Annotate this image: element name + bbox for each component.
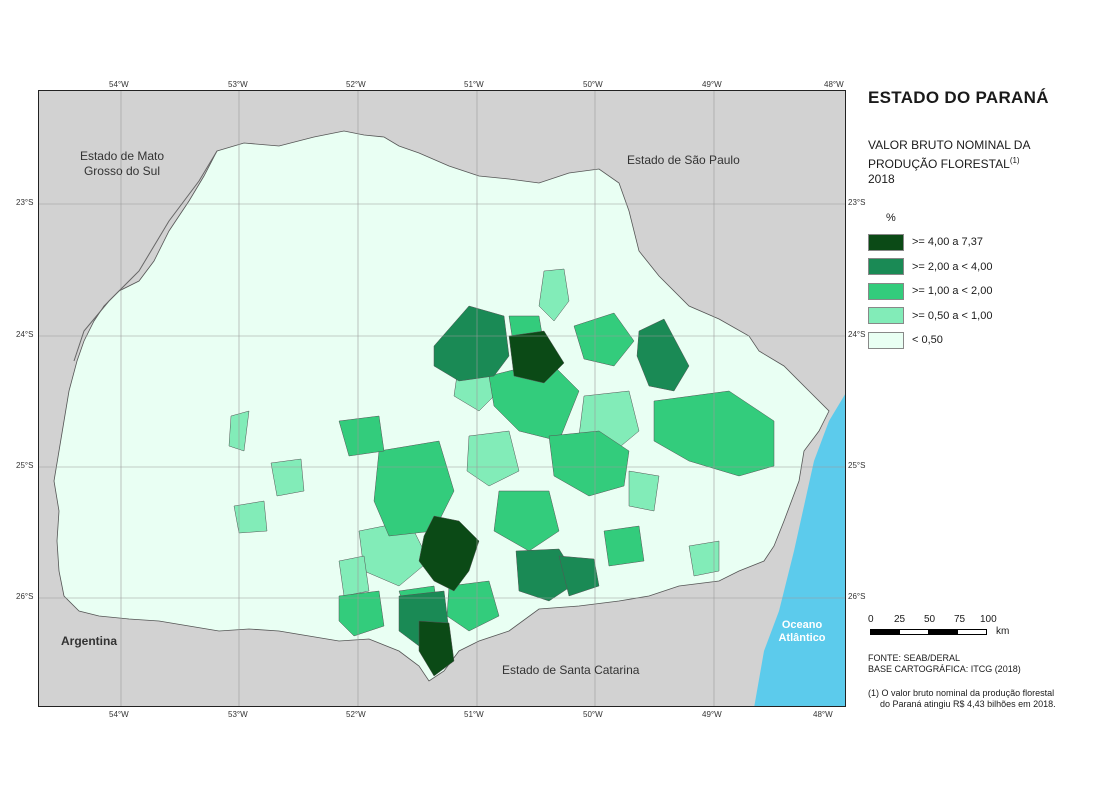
region-dark-northeast: [636, 318, 690, 392]
tick-lat-26-right: 26°S: [848, 592, 866, 601]
tick-lon-50-bottom: 50°W: [583, 710, 603, 719]
footnote: (1) O valor bruto nominal da produção fl…: [868, 688, 1113, 709]
scale-segment-3: [928, 629, 958, 635]
legend: % >= 4,00 a 7,37 >= 2,00 a < 4,00 >= 1,0…: [868, 212, 992, 353]
map-subtitle: VALOR BRUTO NOMINAL DA PRODUÇÃO FLORESTA…: [868, 138, 1108, 187]
scale-tick-75: 75: [954, 614, 966, 625]
legend-swatch-class-4: [868, 307, 904, 325]
scale-segment-1: [870, 629, 900, 635]
legend-item-class-5: < 0,50: [868, 328, 992, 353]
region-medium-south-1: [338, 590, 385, 637]
tick-lat-26-left: 26°S: [16, 592, 34, 601]
tick-lon-54-bottom: 54°W: [109, 710, 129, 719]
region-light-mid: [466, 430, 520, 487]
region-light-southeast: [688, 540, 720, 577]
river-parana: [73, 150, 218, 362]
region-light-west-3: [233, 500, 268, 534]
tick-lon-48-bottom: 48°W: [813, 710, 833, 719]
legend-item-class-1: >= 4,00 a 7,37: [868, 230, 992, 255]
tick-lon-52-top: 52°W: [346, 80, 366, 89]
footnote-line-2: do Paraná atingiu R$ 4,43 bilhões em 201…: [880, 698, 1056, 709]
legend-item-class-3: >= 1,00 a < 2,00: [868, 279, 992, 304]
region-dark-south-2: [558, 555, 600, 597]
source-note: FONTE: SEAB/DERAL BASE CARTOGRÁFICA: ITC…: [868, 653, 1021, 675]
scale-tick-50: 50: [924, 614, 936, 625]
subtitle-line-2: PRODUÇÃO FLORESTAL(1): [868, 156, 1020, 171]
region-darkest-south: [418, 515, 480, 592]
tick-lat-23-right: 23°S: [848, 198, 866, 207]
region-light-east: [628, 470, 660, 512]
tick-lat-25-left: 25°S: [16, 461, 34, 470]
label-mato-grosso: Estado de Mato Grosso do Sul: [79, 149, 165, 178]
scale-unit: km: [996, 626, 1010, 637]
region-medium-southeast: [603, 525, 645, 567]
label-ocean: Oceano Atlântico: [778, 619, 826, 644]
tick-lon-49-bottom: 49°W: [702, 710, 722, 719]
scale-tick-100: 100: [980, 614, 997, 625]
subtitle-year: 2018: [868, 172, 895, 186]
legend-swatch-class-3: [868, 282, 904, 300]
legend-label-class-4: >= 0,50 a < 1,00: [912, 309, 993, 322]
legend-item-class-4: >= 0,50 a < 1,00: [868, 304, 992, 329]
scale-bar: 0 25 50 75 100 km: [868, 614, 1028, 644]
footnote-line-1: (1) O valor bruto nominal da produção fl…: [868, 688, 1055, 698]
legend-label-class-3: >= 1,00 a < 2,00: [912, 285, 993, 298]
legend-swatch-class-2: [868, 258, 904, 276]
region-darkest-north: [508, 330, 565, 384]
region-medium-northeast: [573, 312, 635, 367]
tick-lon-51-top: 51°W: [464, 80, 484, 89]
label-santa-catarina: Estado de Santa Catarina: [502, 663, 640, 677]
legend-label-class-5: < 0,50: [912, 334, 943, 347]
label-argentina: Argentina: [61, 634, 118, 648]
legend-swatch-class-5: [868, 331, 904, 349]
legend-swatch-class-1: [868, 233, 904, 251]
tick-lon-52-bottom: 52°W: [346, 710, 366, 719]
source-line-1: FONTE: SEAB/DERAL: [868, 653, 961, 663]
scale-segment-4: [957, 629, 987, 635]
tick-lon-50-top: 50°W: [583, 80, 603, 89]
label-sao-paulo: Estado de São Paulo: [627, 153, 740, 167]
region-light-south-west: [338, 555, 370, 597]
tick-lon-53-top: 53°W: [228, 80, 248, 89]
region-medium-south-2: [446, 580, 500, 632]
map-title: ESTADO DO PARANÁ: [868, 88, 1049, 107]
tick-lon-48-top: 48°W: [824, 80, 844, 89]
region-medium-south-central: [493, 490, 560, 552]
tick-lat-23-left: 23°S: [16, 198, 34, 207]
ocean-area: [754, 394, 845, 706]
legend-unit: %: [886, 212, 896, 224]
tick-lon-49-top: 49°W: [702, 80, 722, 89]
tick-lon-53-bottom: 53°W: [228, 710, 248, 719]
tick-lat-24-right: 24°S: [848, 330, 866, 339]
legend-label-class-2: >= 2,00 a < 4,00: [912, 260, 993, 273]
source-line-2: BASE CARTOGRÁFICA: ITCG (2018): [868, 664, 1021, 674]
tick-lat-25-right: 25°S: [848, 461, 866, 470]
title-panel: ESTADO DO PARANÁ VALOR BRUTO NOMINAL DA …: [868, 88, 1108, 187]
region-medium-west-1: [338, 415, 385, 457]
map-frame: Estado de Mato Grosso do Sul Estado de S…: [38, 90, 846, 707]
region-light-west-2: [270, 458, 305, 497]
parana-map: [39, 91, 845, 706]
scale-segment-2: [899, 629, 929, 635]
region-medium-central-wide: [548, 430, 630, 497]
region-dark-north: [433, 305, 510, 382]
scale-tick-25: 25: [894, 614, 906, 625]
subtitle-line-1: VALOR BRUTO NOMINAL DA: [868, 138, 1031, 152]
legend-label-class-1: >= 4,00 a 7,37: [912, 236, 983, 249]
region-darkest-south-tip: [418, 620, 455, 677]
tick-lat-24-left: 24°S: [16, 330, 34, 339]
tick-lon-51-bottom: 51°W: [464, 710, 484, 719]
tick-lon-54-top: 54°W: [109, 80, 129, 89]
subtitle-footnote-ref: (1): [1009, 156, 1020, 165]
region-light-north: [538, 268, 570, 322]
legend-item-class-2: >= 2,00 a < 4,00: [868, 255, 992, 280]
scale-tick-0: 0: [868, 614, 874, 625]
